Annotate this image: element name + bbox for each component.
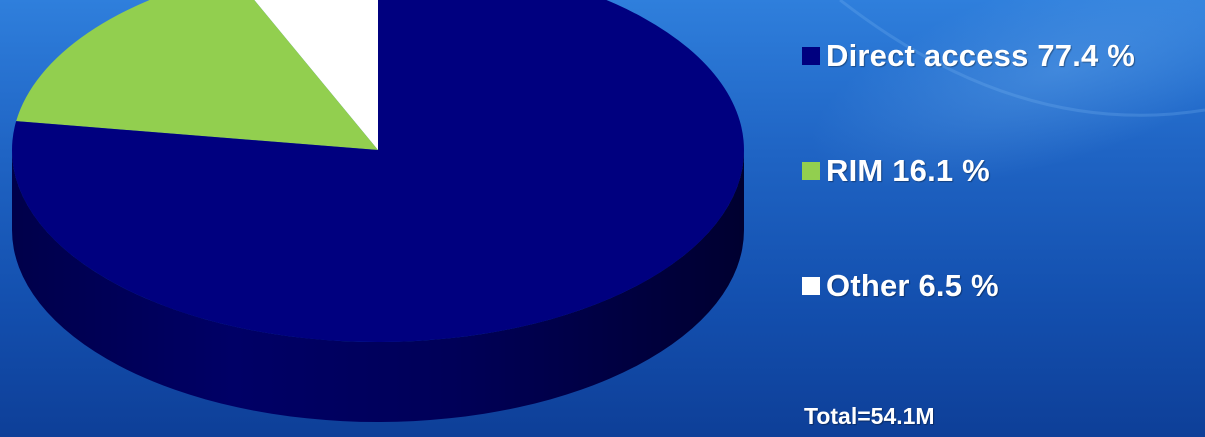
legend-swatch-direct-access [802, 47, 820, 65]
legend-item-other: Other 6.5 % [802, 268, 999, 304]
pie-slice-other [254, 0, 378, 150]
legend-label-direct-access: Direct access 77.4 % [826, 38, 1136, 73]
legend-swatch-rim [802, 162, 820, 180]
legend-label-other: Other 6.5 % [826, 268, 999, 303]
pie-side-wall [12, 150, 744, 422]
pie-chart-svg [12, 0, 744, 422]
legend-swatch-other [802, 277, 820, 295]
chart-legend: Direct access 77.4 % RIM 16.1 % Other 6.… [802, 0, 1202, 437]
pie-slice-rim [16, 0, 378, 150]
pie-slice-direct-access [12, 0, 744, 342]
legend-item-direct-access: Direct access 77.4 % [802, 38, 1135, 74]
total-annotation: Total=54.1M [804, 403, 935, 429]
legend-item-rim: RIM 16.1 % [802, 153, 990, 189]
legend-label-rim: RIM 16.1 % [826, 153, 990, 188]
